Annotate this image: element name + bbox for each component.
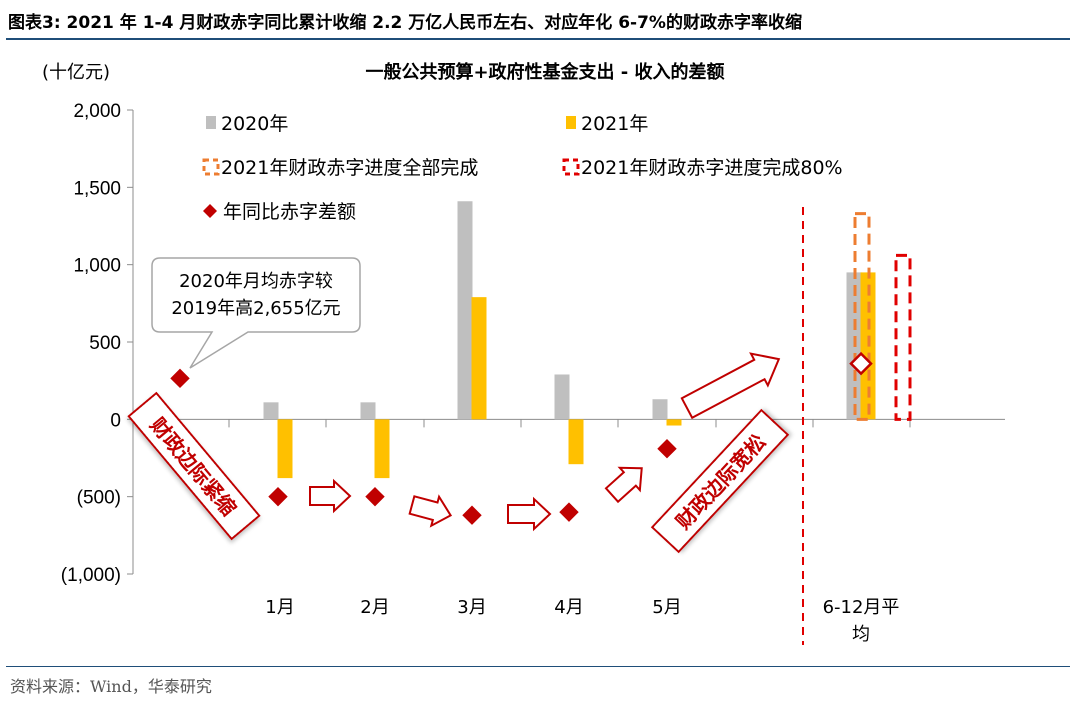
tightening-label: 财政边际紧缩 <box>127 391 261 541</box>
tightening-text: 财政边际紧缩 <box>145 413 241 520</box>
bar-2021 <box>568 419 584 465</box>
legend-label: 2021年 <box>581 113 648 135</box>
y-tick-label: 0 <box>110 410 121 431</box>
legend-swatch-2020 <box>206 116 216 129</box>
legend-label: 2020年 <box>221 113 288 135</box>
x-tick-label: 6-12月平 <box>823 597 900 618</box>
callout-bubble <box>151 257 361 369</box>
y-tick-label: (500) <box>77 488 121 509</box>
y-unit-label: (十亿元) <box>42 62 110 83</box>
diamond-yoy-deficit <box>657 439 677 459</box>
diamond-yoy-deficit <box>849 351 873 376</box>
legend-label: 2021年财政赤字进度完成80% <box>581 157 843 179</box>
y-tick-label: 2,000 <box>73 101 121 122</box>
diamond-yoy-deficit <box>170 368 190 389</box>
x-tick-label: 1月 <box>265 597 294 618</box>
legend-swatch-diamond <box>203 204 217 218</box>
title-rule <box>6 38 1070 40</box>
bar-2020 <box>554 374 570 420</box>
bar-2020 <box>652 399 668 420</box>
figure-title: 图表3: 2021 年 1-4 月财政赤字同比累计收缩 2.2 万亿人民币左右、… <box>8 13 802 33</box>
x-tick-label: 2月 <box>360 597 389 618</box>
right-arrow <box>408 494 453 528</box>
loosening-text: 财政边际宽松 <box>671 430 770 534</box>
bar-2020 <box>360 402 376 420</box>
x-tick-label: 3月 <box>457 597 486 618</box>
legend-swatch-2021 <box>566 116 576 129</box>
bar-2021 <box>277 419 293 479</box>
diamond-yoy-deficit <box>462 505 482 525</box>
x-tick-label: 4月 <box>554 597 583 618</box>
legend-swatch-deficit-full <box>202 158 220 176</box>
chart-title: 一般公共预算+政府性基金支出 - 收入的差额 <box>365 61 724 83</box>
right-arrow <box>507 496 552 532</box>
diamond-yoy-deficit <box>559 502 579 522</box>
y-tick-label: 500 <box>89 333 121 354</box>
loosening-box <box>650 408 790 554</box>
callout-text: 2020年月均赤字较 <box>179 271 333 292</box>
bar-2021 <box>666 419 682 426</box>
diamond-yoy-deficit <box>365 486 385 507</box>
y-tick-label: (1,000) <box>61 565 121 586</box>
loosening-label: 财政边际宽松 <box>650 408 790 554</box>
bar-2020 <box>457 201 473 420</box>
legend-swatch-deficit-80 <box>562 158 580 176</box>
right-arrow <box>680 352 781 420</box>
x-tick-label: 均 <box>852 624 870 645</box>
bar-2021 <box>471 297 487 420</box>
right-arrow <box>309 478 352 514</box>
source-note: 资料来源：Wind，华泰研究 <box>10 677 212 696</box>
legend-label: 年同比赤字差额 <box>223 201 356 223</box>
bar-2021 <box>374 419 390 479</box>
x-tick-label: 5月 <box>652 597 681 618</box>
y-tick-label: 1,500 <box>73 178 121 199</box>
bar-2020 <box>263 402 279 420</box>
marker-deficit-full <box>853 212 871 421</box>
y-tick-label: 1,000 <box>73 256 121 277</box>
diamond-yoy-deficit <box>268 486 288 507</box>
tightening-box <box>127 391 261 541</box>
marker-deficit-80 <box>894 253 912 421</box>
source-rule <box>6 666 1070 667</box>
right-arrow <box>604 466 643 504</box>
legend-label: 2021年财政赤字进度全部完成 <box>221 157 478 179</box>
callout-text: 2019年高2,655亿元 <box>171 298 340 319</box>
